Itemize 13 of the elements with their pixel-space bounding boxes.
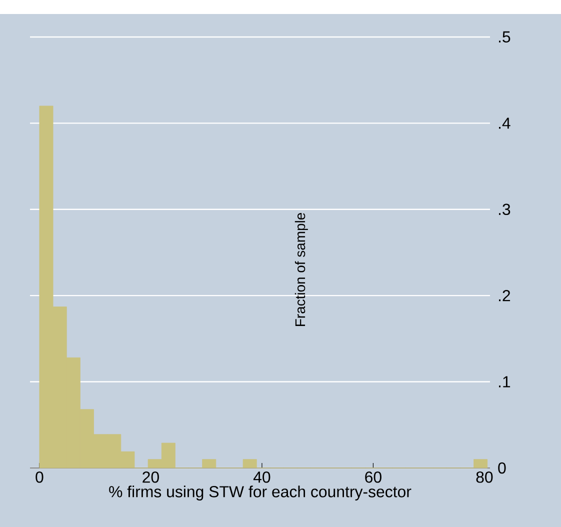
y-axis-title: Fraction of sample [294, 212, 308, 326]
y-tick-label: 0 [498, 462, 506, 474]
y-tick-label: .3 [498, 204, 510, 216]
x-axis-title: % firms using STW for each country-sector [109, 486, 412, 500]
x-tick-label: 20 [142, 472, 159, 483]
x-tick-label: 80 [476, 472, 493, 483]
y-tick-label: .2 [498, 290, 510, 302]
y-tick-label: .1 [498, 376, 510, 388]
x-tick-label: 40 [253, 472, 270, 483]
x-tick-label: 60 [365, 472, 382, 483]
y-tick-label: .4 [498, 118, 510, 129]
x-tick-label: 0 [36, 472, 44, 483]
y-tick-label: .5 [498, 31, 510, 43]
